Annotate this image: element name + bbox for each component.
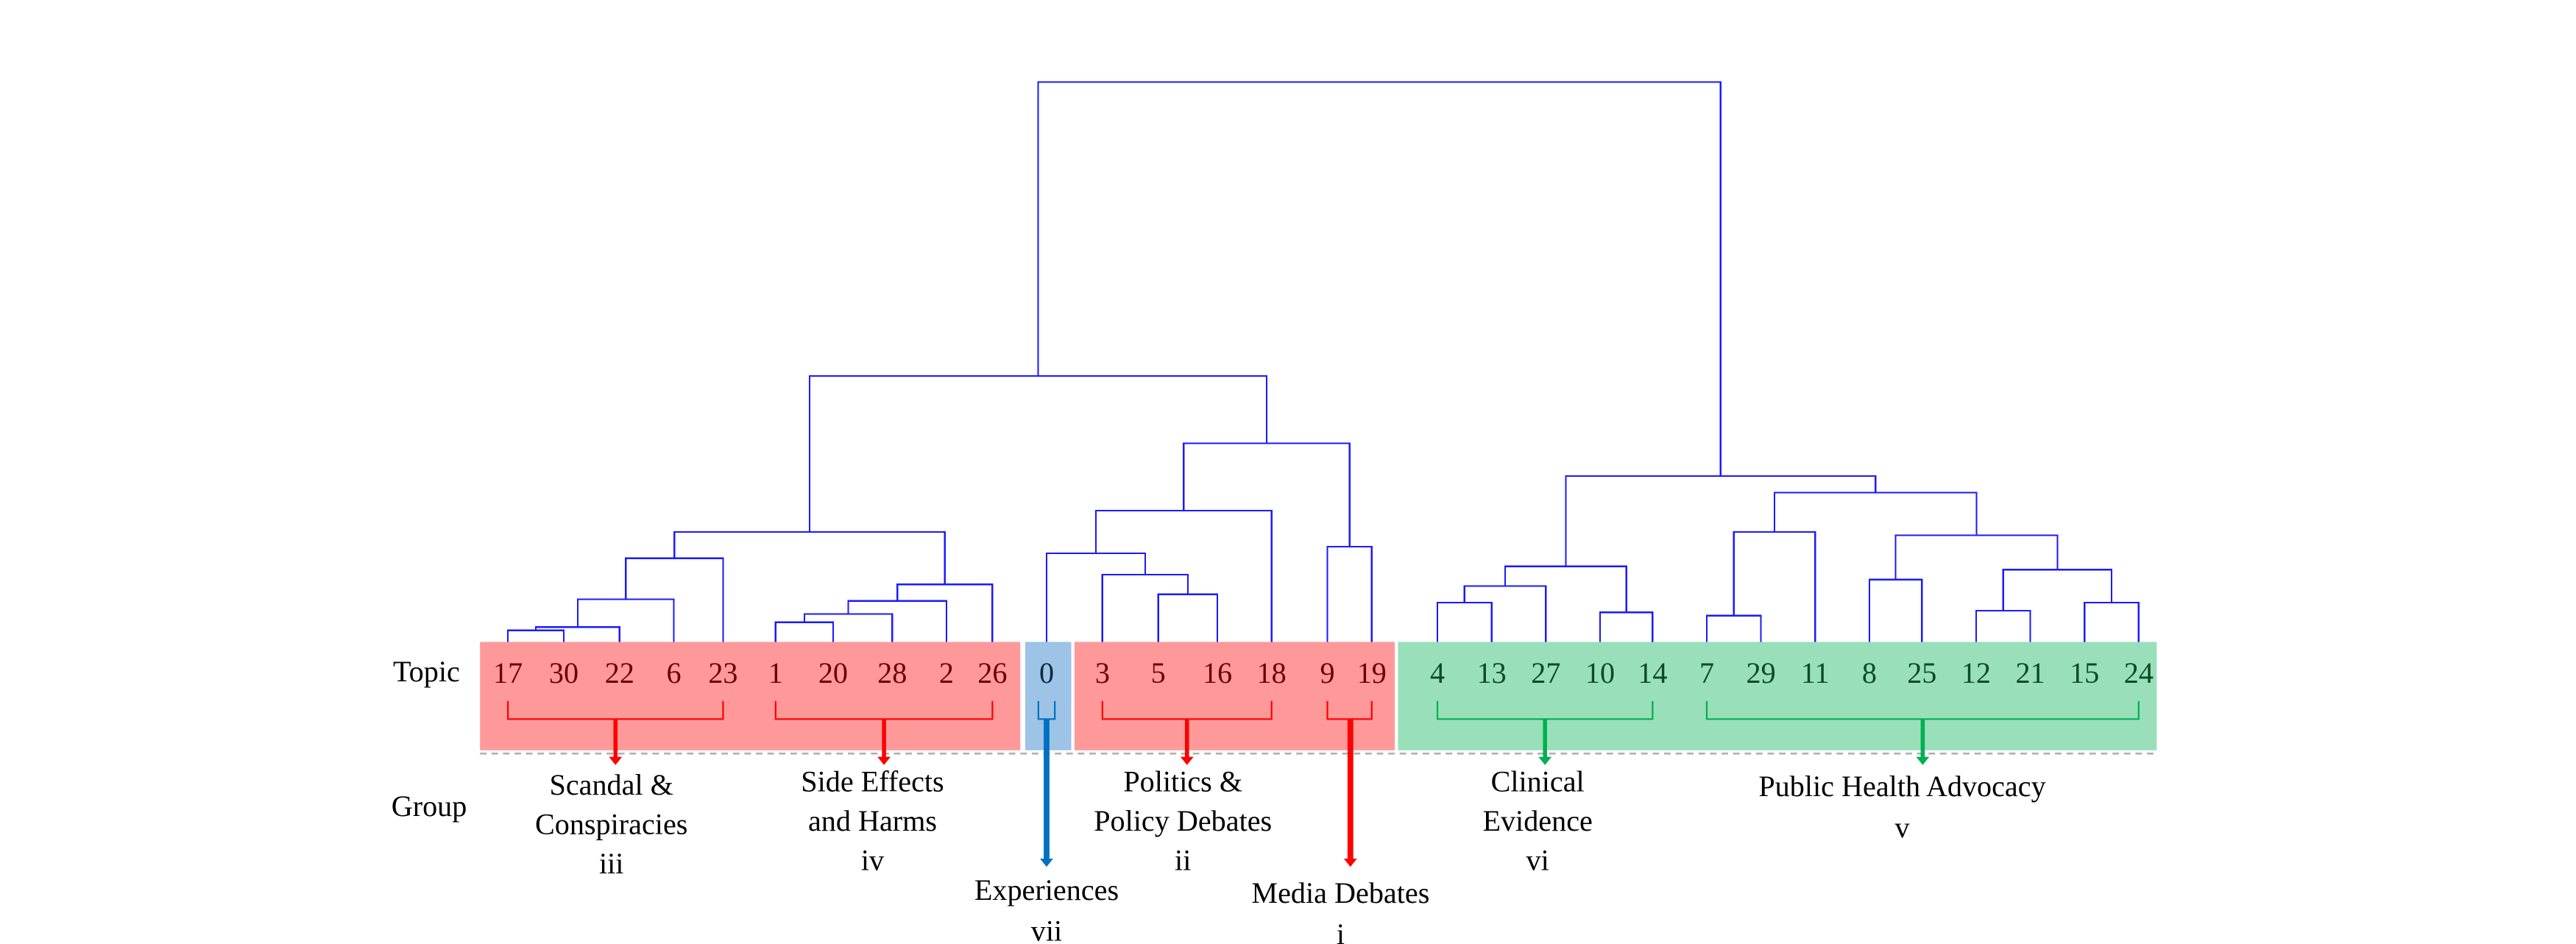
topic-leaf-23: 23: [708, 656, 737, 689]
topic-leaf-20: 20: [818, 656, 848, 689]
topic-leaf-17: 17: [493, 656, 523, 689]
topic-row-label: Topic: [393, 655, 460, 688]
dendrogram-link-23: [1975, 609, 2031, 642]
dendrogram-link-7: [896, 583, 994, 642]
topic-leaf-18: 18: [1257, 656, 1287, 689]
dendrogram-link-25: [2002, 569, 2113, 611]
dendrogram-link-12: [1094, 509, 1273, 642]
dendrogram-link-14: [1183, 442, 1351, 547]
topic-leaf-25: 25: [1907, 656, 1936, 689]
group-label-ii: Politics &: [1123, 764, 1242, 798]
group-numeral-vi: vi: [1526, 844, 1549, 877]
arrow-head-icon: [1040, 858, 1053, 867]
group-numeral-vii: vii: [1031, 915, 1062, 944]
arrow-head-icon: [1180, 756, 1194, 765]
group-label-vi: Clinical: [1491, 764, 1585, 798]
topic-leaf-24: 24: [2124, 656, 2154, 689]
topic-leaf-10: 10: [1585, 656, 1615, 689]
group-numeral-v: v: [1894, 811, 1910, 844]
topic-leaf-15: 15: [2070, 656, 2099, 689]
dendrogram-link-19: [1504, 565, 1627, 613]
dendrogram-link-28: [1565, 475, 1877, 567]
dendrogram-link-2: [576, 598, 675, 642]
dendrogram-link-27: [1773, 491, 1978, 536]
topic-leaf-1: 1: [768, 656, 783, 689]
dendrogram-link-11: [1045, 552, 1146, 642]
topic-bands: [480, 642, 2157, 750]
topic-leaf-2: 2: [939, 656, 954, 689]
group-label-vii: Experiences: [974, 873, 1119, 906]
topic-leaf-12: 12: [1961, 656, 1991, 689]
arrow-head-icon: [609, 756, 623, 765]
dendrogram-link-13: [1326, 545, 1373, 642]
arrow-head-icon: [1343, 858, 1357, 867]
group-numeral-iv: iv: [861, 844, 885, 877]
topic-leaf-22: 22: [605, 656, 634, 689]
dendrogram-link-10: [1101, 573, 1189, 642]
topic-leaf-13: 13: [1477, 656, 1507, 689]
topic-leaf-29: 29: [1747, 656, 1776, 689]
dendrogram-link-24: [2084, 601, 2140, 642]
topic-leaf-16: 16: [1203, 656, 1232, 689]
topic-leaf-5: 5: [1151, 656, 1166, 689]
arrow-head-icon: [877, 756, 891, 765]
group-label-i: Media Debates: [1251, 876, 1429, 909]
dendrogram-link-5: [803, 613, 894, 642]
red-band-2: [1074, 642, 1395, 750]
topic-leaf-6: 6: [666, 656, 681, 689]
group-label-vi: Evidence: [1482, 804, 1592, 837]
dendrogram-link-15: [808, 375, 1268, 532]
topic-leaf-27: 27: [1531, 656, 1560, 689]
group-label-iii: Conspiracies: [535, 808, 687, 841]
dendrogram-link-21: [1733, 530, 1816, 642]
topic-leaf-28: 28: [877, 656, 907, 689]
group-label-v: Public Health Advocacy: [1758, 770, 2045, 803]
dendrogram-link-1: [534, 626, 620, 642]
dendrogram-link-16: [1436, 601, 1493, 642]
dendrogram-tree: [507, 81, 2140, 642]
group-numeral-ii: ii: [1175, 844, 1191, 877]
dendrogram-link-26: [1894, 534, 2059, 580]
green-band: [1398, 642, 2157, 750]
group-label-iv: and Harms: [808, 804, 937, 837]
group-label-iv: Side Effects: [801, 764, 944, 798]
red-band-1: [480, 642, 1021, 750]
topic-leaf-21: 21: [2015, 656, 2045, 689]
group-label-iii: Scandal &: [550, 768, 673, 801]
topic-leaf-11: 11: [1801, 656, 1830, 689]
group-brackets: [507, 700, 2140, 867]
topic-leaf-labels: 17 30 22 6 23 1 20 28 2 26 0 3 5 16 18 9 19 4 13 27 10 14 7 29 1…: [493, 656, 2154, 689]
dendrogram-link-17: [1463, 585, 1547, 642]
topic-leaf-26: 26: [977, 656, 1007, 689]
dendrogram-link-0: [507, 629, 565, 642]
dendrogram-link-6: [847, 600, 948, 642]
group-row-label: Group: [392, 789, 467, 823]
topic-leaf-19: 19: [1357, 656, 1387, 689]
dendrogram-link-29: [1037, 81, 1722, 477]
topic-leaf-4: 4: [1430, 656, 1445, 689]
dendrogram-link-4: [774, 621, 835, 642]
group-numeral-i: i: [1337, 918, 1345, 944]
group-label-ii: Policy Debates: [1094, 804, 1272, 837]
topic-leaf-3: 3: [1095, 656, 1110, 689]
arrow-head-icon: [1538, 756, 1552, 765]
group-numeral-iii: iii: [599, 847, 623, 880]
topic-leaf-7: 7: [1699, 656, 1714, 689]
arrow-head-icon: [1916, 756, 1930, 765]
topic-leaf-30: 30: [549, 656, 578, 689]
topic-leaf-14: 14: [1638, 656, 1667, 689]
dendrogram-link-9: [1157, 593, 1219, 642]
dendrogram-link-22: [1868, 578, 1923, 642]
topic-leaf-0: 0: [1039, 656, 1054, 689]
dendrogram-link-20: [1705, 614, 1762, 642]
topic-leaf-9: 9: [1320, 656, 1335, 689]
topic-leaf-8: 8: [1862, 656, 1877, 689]
dendrogram-link-18: [1599, 611, 1654, 642]
